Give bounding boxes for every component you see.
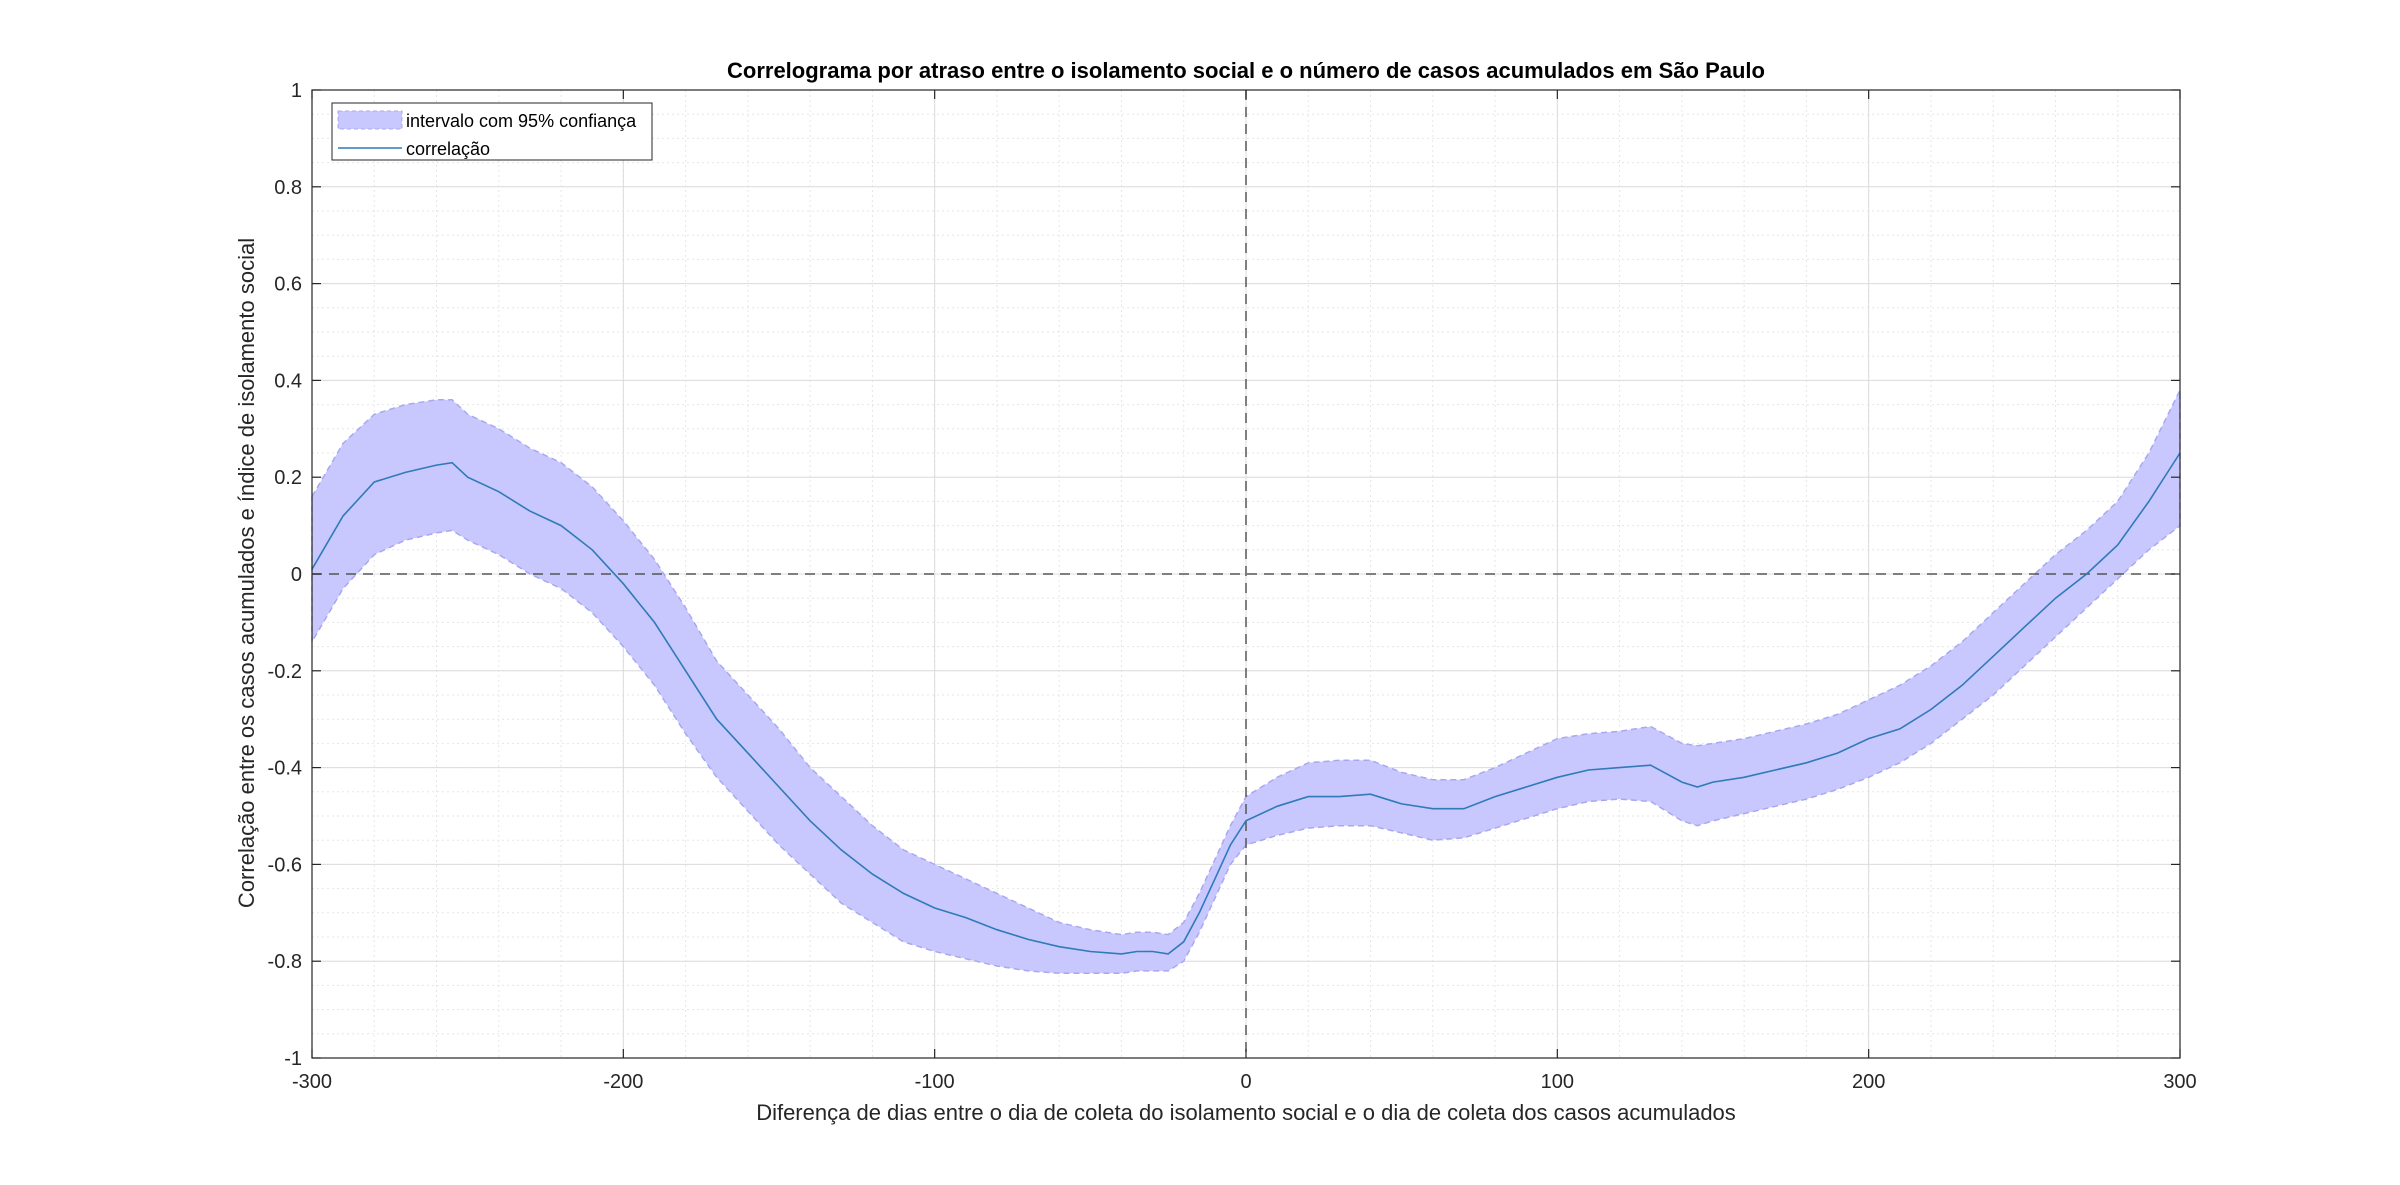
x-tick-label: 300 <box>2163 1071 2196 1093</box>
x-tick-labels: -300 -200 -100 0 100 200 300 <box>292 1071 2197 1093</box>
x-tick-label: 0 <box>1240 1071 1251 1093</box>
y-tick-label: 1 <box>291 80 302 102</box>
y-tick-label: 0.8 <box>274 177 302 199</box>
reference-lines <box>312 90 2180 1058</box>
legend-band-swatch <box>337 110 403 130</box>
x-tick-label: -200 <box>603 1071 643 1093</box>
y-tick-label: 0.6 <box>274 274 302 296</box>
y-tick-label: -0.8 <box>268 951 302 973</box>
x-axis-label: Diferença de dias entre o dia de coleta … <box>756 1100 1736 1125</box>
correlation-line-layer <box>311 452 2181 955</box>
y-tick-labels: -1 -0.8 -0.6 -0.4 -0.2 0 0.2 0.4 0.6 0.8 1 <box>268 80 302 1070</box>
x-tick-label: 200 <box>1852 1071 1885 1093</box>
y-tick-label: 0.2 <box>274 467 302 489</box>
x-tick-label: -300 <box>292 1071 332 1093</box>
legend: intervalo com 95% confiança correlação <box>331 102 653 161</box>
x-tick-label: 100 <box>1541 1071 1574 1093</box>
tick-marks <box>311 89 2181 1059</box>
y-tick-label: -0.2 <box>268 661 302 683</box>
y-tick-label: -1 <box>284 1048 302 1070</box>
y-tick-label: -0.6 <box>268 854 302 876</box>
legend-label-confidence: intervalo com 95% confiança <box>406 111 637 131</box>
correlation-line <box>311 452 2181 955</box>
legend-label-correlation: correlação <box>406 139 490 159</box>
y-tick-label: 0 <box>291 564 302 586</box>
x-tick-label: -100 <box>915 1071 955 1093</box>
y-tick-label: 0.4 <box>274 370 302 392</box>
y-axis-label: Correlação entre os casos acumulados e í… <box>234 238 259 908</box>
y-tick-label: -0.4 <box>268 758 302 780</box>
chart-title: Correlograma por atraso entre o isolamen… <box>727 58 1765 83</box>
